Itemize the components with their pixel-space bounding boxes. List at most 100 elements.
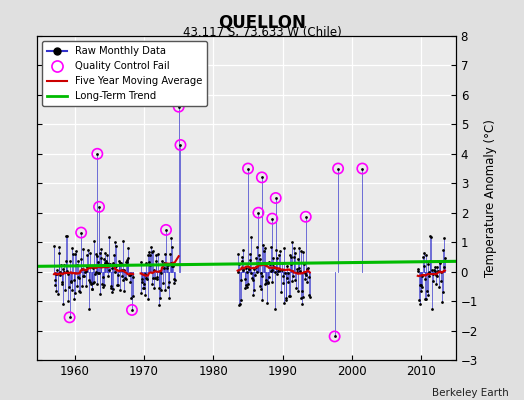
Point bbox=[96, 249, 104, 256]
Point bbox=[439, 246, 447, 253]
Point bbox=[124, 244, 132, 251]
Point bbox=[54, 244, 63, 250]
Point bbox=[65, 284, 73, 290]
Y-axis label: Temperature Anomaly (°C): Temperature Anomaly (°C) bbox=[484, 119, 497, 277]
Point bbox=[94, 259, 103, 266]
Point bbox=[96, 245, 105, 252]
Point bbox=[289, 273, 297, 279]
Point bbox=[416, 282, 424, 288]
Point bbox=[53, 271, 61, 278]
Point bbox=[75, 288, 84, 294]
Point bbox=[144, 252, 152, 259]
Point bbox=[258, 297, 267, 303]
Point bbox=[303, 278, 311, 285]
Point bbox=[159, 279, 167, 286]
Point bbox=[305, 292, 313, 298]
Point bbox=[287, 254, 295, 261]
Point bbox=[439, 289, 447, 295]
Point bbox=[289, 254, 298, 260]
Point bbox=[95, 270, 103, 276]
Point bbox=[100, 256, 108, 262]
Point bbox=[73, 261, 81, 268]
Point bbox=[83, 252, 91, 258]
Point bbox=[331, 333, 339, 340]
Point bbox=[256, 283, 264, 289]
Point bbox=[250, 287, 258, 293]
Point bbox=[93, 280, 102, 287]
Point bbox=[169, 263, 177, 269]
Point bbox=[89, 265, 97, 271]
Point bbox=[53, 266, 62, 273]
Point bbox=[97, 255, 105, 262]
Text: Berkeley Earth: Berkeley Earth bbox=[432, 388, 508, 398]
Point bbox=[85, 305, 93, 312]
Point bbox=[238, 247, 247, 253]
Point bbox=[123, 256, 132, 263]
Point bbox=[235, 260, 244, 267]
Point bbox=[72, 282, 81, 289]
Point bbox=[116, 260, 125, 266]
Point bbox=[56, 272, 64, 278]
Point bbox=[261, 280, 270, 287]
Point bbox=[148, 248, 157, 254]
Point bbox=[163, 262, 171, 268]
Point bbox=[95, 291, 104, 298]
Point bbox=[237, 253, 246, 260]
Point bbox=[244, 266, 253, 272]
Point bbox=[99, 274, 107, 280]
Point bbox=[258, 273, 266, 279]
Point bbox=[301, 270, 309, 276]
Point bbox=[297, 295, 305, 301]
Point bbox=[56, 268, 64, 275]
Point bbox=[277, 289, 285, 295]
Point bbox=[140, 280, 148, 287]
Point bbox=[142, 260, 150, 266]
Point bbox=[241, 284, 249, 291]
Point bbox=[247, 270, 256, 276]
Point bbox=[119, 277, 127, 283]
Point bbox=[423, 292, 432, 298]
Text: 43.117 S, 73.633 W (Chile): 43.117 S, 73.633 W (Chile) bbox=[183, 26, 341, 39]
Point bbox=[303, 266, 312, 272]
Point bbox=[257, 286, 265, 292]
Point bbox=[104, 261, 112, 268]
Point bbox=[238, 257, 246, 264]
Point bbox=[275, 266, 283, 273]
Point bbox=[305, 294, 314, 300]
Point bbox=[245, 265, 254, 272]
Point bbox=[74, 257, 82, 264]
Point bbox=[290, 245, 298, 251]
Point bbox=[117, 267, 126, 273]
Point bbox=[86, 250, 94, 256]
Point bbox=[251, 272, 259, 278]
Point bbox=[60, 269, 68, 276]
Point bbox=[161, 250, 170, 257]
Point bbox=[80, 267, 89, 273]
Point bbox=[417, 282, 425, 288]
Point bbox=[151, 252, 160, 258]
Point bbox=[146, 262, 154, 268]
Point bbox=[116, 286, 124, 293]
Point bbox=[272, 265, 280, 272]
Point bbox=[73, 274, 82, 280]
Point bbox=[428, 306, 436, 312]
Point bbox=[67, 278, 75, 285]
Point bbox=[435, 284, 443, 290]
Point bbox=[137, 290, 145, 296]
Point bbox=[89, 280, 97, 286]
Point bbox=[248, 274, 256, 281]
Point bbox=[249, 277, 257, 283]
Point bbox=[264, 280, 272, 286]
Point bbox=[98, 281, 106, 287]
Point bbox=[271, 195, 280, 201]
Point bbox=[156, 294, 164, 301]
Point bbox=[72, 248, 80, 255]
Point bbox=[428, 266, 436, 273]
Point bbox=[253, 244, 261, 250]
Point bbox=[237, 276, 245, 283]
Point bbox=[263, 300, 271, 306]
Point bbox=[138, 275, 147, 282]
Point bbox=[100, 282, 108, 288]
Point bbox=[297, 248, 305, 254]
Point bbox=[281, 296, 290, 303]
